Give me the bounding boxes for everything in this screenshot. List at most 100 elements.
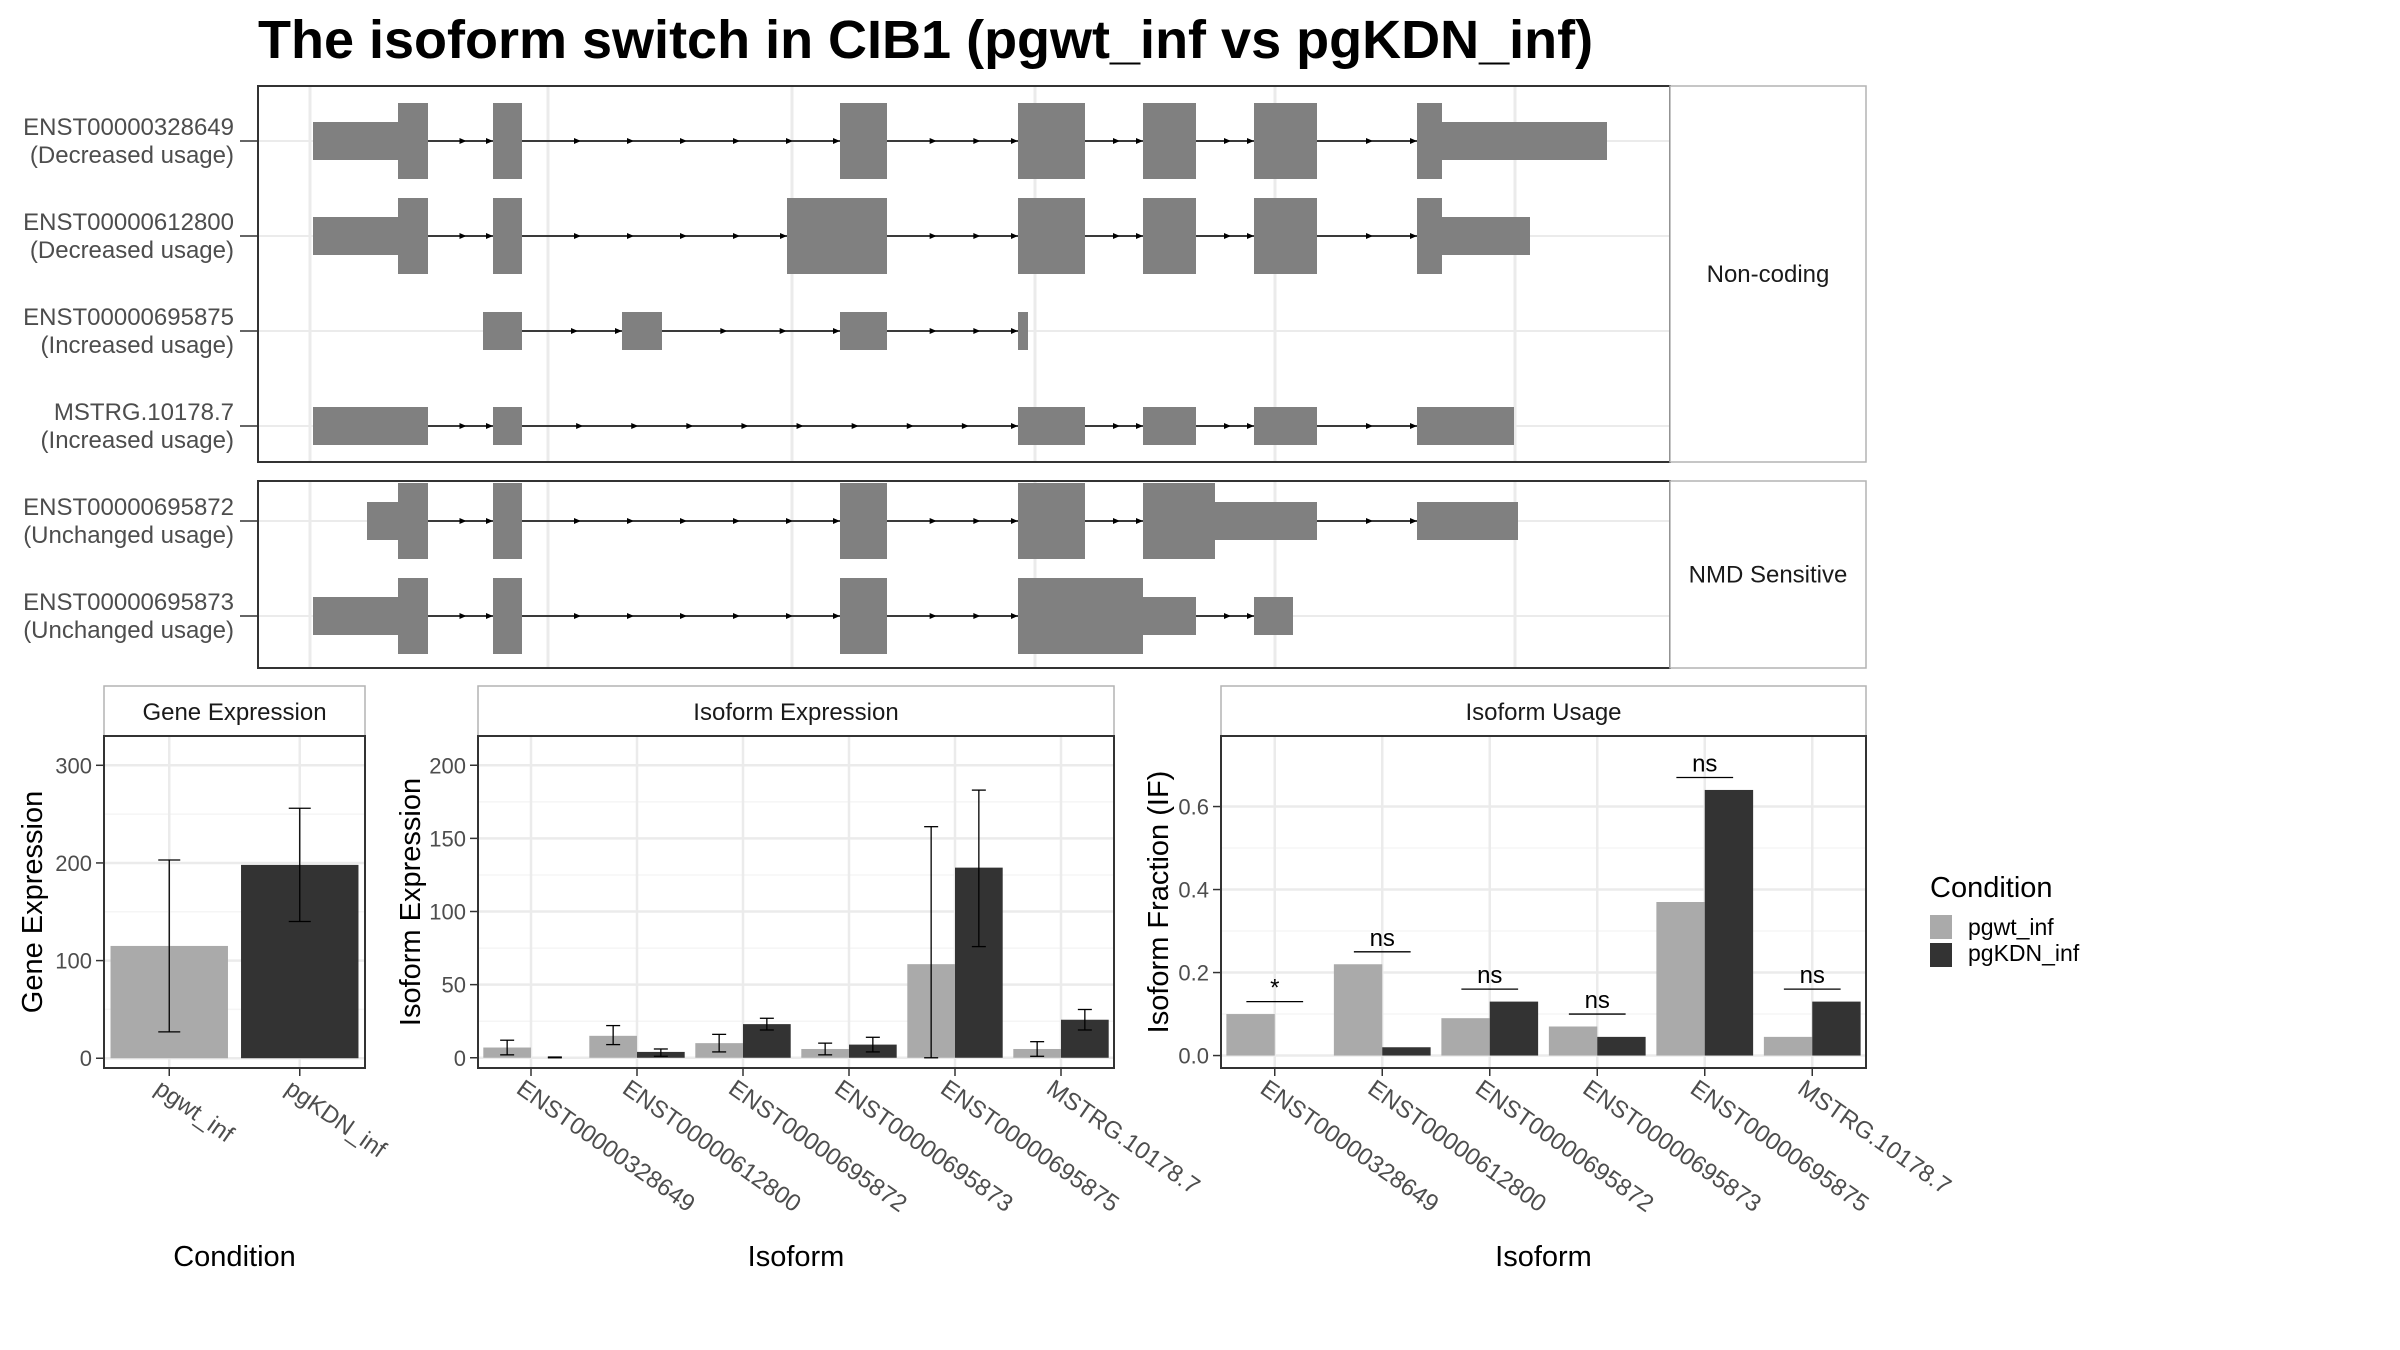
x-axis-label: Isoform: [748, 1241, 845, 1273]
exon-block: [398, 103, 428, 179]
bar: [1226, 1014, 1275, 1056]
bar: [1763, 1036, 1813, 1056]
y-tick-label: 200: [429, 753, 466, 778]
isoform-usage-label: (Increased usage): [41, 427, 234, 454]
direction-arrow: [627, 233, 634, 239]
exon-block: [840, 483, 887, 559]
direction-arrow: [1011, 423, 1018, 429]
isoform-usage-label: (Unchanged usage): [23, 522, 234, 549]
isoform-track: [313, 198, 1530, 274]
exon-block: [1417, 103, 1442, 179]
direction-arrow: [1366, 233, 1373, 239]
exon-block: [398, 483, 428, 559]
direction-arrow: [1011, 613, 1018, 619]
direction-arrow: [576, 423, 584, 429]
direction-arrow: [459, 518, 467, 524]
bar: [1382, 1047, 1431, 1056]
direction-arrow: [1410, 138, 1417, 144]
exon-block: [1254, 103, 1317, 179]
direction-arrow: [929, 613, 937, 619]
direction-arrow: [459, 233, 467, 239]
direction-arrow: [1011, 328, 1018, 334]
direction-arrow: [961, 423, 969, 429]
legend-label-pgwt: pgwt_inf: [1968, 914, 2054, 940]
direction-arrow: [1247, 423, 1254, 429]
bar: [1441, 1018, 1490, 1056]
y-axis-label: Gene Expression: [17, 791, 49, 1013]
exon-block: [840, 578, 887, 654]
exon-block: [1143, 597, 1196, 635]
x-tick-label: ENST00000612800: [618, 1075, 806, 1218]
significance-label: ns: [1477, 962, 1502, 989]
direction-arrow: [1011, 518, 1018, 524]
exon-block: [313, 407, 428, 445]
x-tick-label: ENST00000695872: [724, 1075, 912, 1218]
direction-arrow: [1224, 233, 1231, 239]
exon-block: [787, 198, 887, 274]
panel-border: [477, 735, 1115, 1069]
y-tick-label: 150: [429, 826, 466, 851]
direction-arrow: [1011, 138, 1018, 144]
x-tick-label: ENST00000612800: [1363, 1075, 1551, 1218]
y-axis-label: Isoform Expression: [395, 778, 427, 1026]
direction-arrow: [680, 233, 687, 239]
direction-arrow: [833, 518, 840, 524]
direction-arrow: [627, 518, 634, 524]
bar: [1812, 1001, 1861, 1056]
facet-strip: [1220, 685, 1867, 737]
isoform-label: ENST00000695873: [23, 589, 234, 616]
exon-block: [313, 597, 398, 635]
isoform-label: ENST00000328649: [23, 114, 234, 141]
direction-arrow: [786, 138, 793, 144]
direction-arrow: [1113, 233, 1120, 239]
direction-arrow: [615, 328, 622, 334]
isoform-label: MSTRG.10178.7: [54, 399, 234, 426]
direction-arrow: [1136, 518, 1143, 524]
direction-arrow: [1113, 138, 1120, 144]
x-tick-label: pgwt_inf: [150, 1075, 239, 1149]
direction-arrow: [574, 233, 581, 239]
direction-arrow: [486, 138, 493, 144]
direction-arrow: [833, 138, 840, 144]
direction-arrow: [733, 518, 740, 524]
bar-panel-2: Isoform Usage 0.0 0.2 0.4 0.6 * ns ns ns ns ns ENST…: [1143, 685, 1956, 1273]
facet-strip-label: Non-coding: [1707, 261, 1830, 288]
isoform-usage-label: (Unchanged usage): [23, 617, 234, 644]
direction-arrow: [733, 233, 740, 239]
direction-arrow: [1224, 138, 1231, 144]
bar-chart-panels: Gene Expression 0 100 200 300 pgwt_inf pgKDN_i…: [17, 685, 1956, 1273]
direction-arrow: [486, 518, 493, 524]
direction-arrow: [486, 613, 493, 619]
exon-block: [1417, 502, 1518, 540]
bar: [1333, 964, 1383, 1056]
legend-label-pgkdn: pgKDN_inf: [1968, 940, 2080, 966]
bar-panel-1: Isoform Expression 0 50 100 150 200 ENST000003…: [395, 685, 1205, 1273]
direction-arrow: [1410, 233, 1417, 239]
chart-title: Isoform Usage: [1465, 699, 1621, 726]
direction-arrow: [973, 613, 981, 619]
direction-arrow: [1224, 613, 1231, 619]
y-tick-label: 50: [442, 973, 466, 998]
exon-block: [1442, 217, 1530, 255]
direction-arrow: [1136, 423, 1143, 429]
bar-panel-0: Gene Expression 0 100 200 300 pgwt_inf pgKDN_i…: [17, 685, 391, 1273]
y-tick-label: 0.4: [1178, 878, 1209, 903]
x-tick-label: ENST00000695875: [936, 1075, 1124, 1218]
direction-arrow: [929, 328, 937, 334]
direction-arrow: [1366, 423, 1373, 429]
x-tick-label: ENST00000695873: [830, 1075, 1018, 1218]
direction-arrow: [733, 613, 740, 619]
bar: [1489, 1001, 1539, 1056]
x-tick-label: ENST00000328649: [512, 1075, 700, 1218]
exon-block: [493, 198, 522, 274]
direction-arrow: [973, 518, 981, 524]
direction-arrow: [680, 518, 687, 524]
facet-strip: [103, 685, 366, 737]
significance-label: ns: [1692, 751, 1717, 778]
exon-block: [1018, 312, 1028, 350]
direction-arrow: [486, 423, 493, 429]
isoform-label: ENST00000695875: [23, 304, 234, 331]
direction-arrow: [1366, 518, 1373, 524]
exon-block: [1254, 407, 1317, 445]
facet-strip-label: NMD Sensitive: [1689, 562, 1848, 589]
